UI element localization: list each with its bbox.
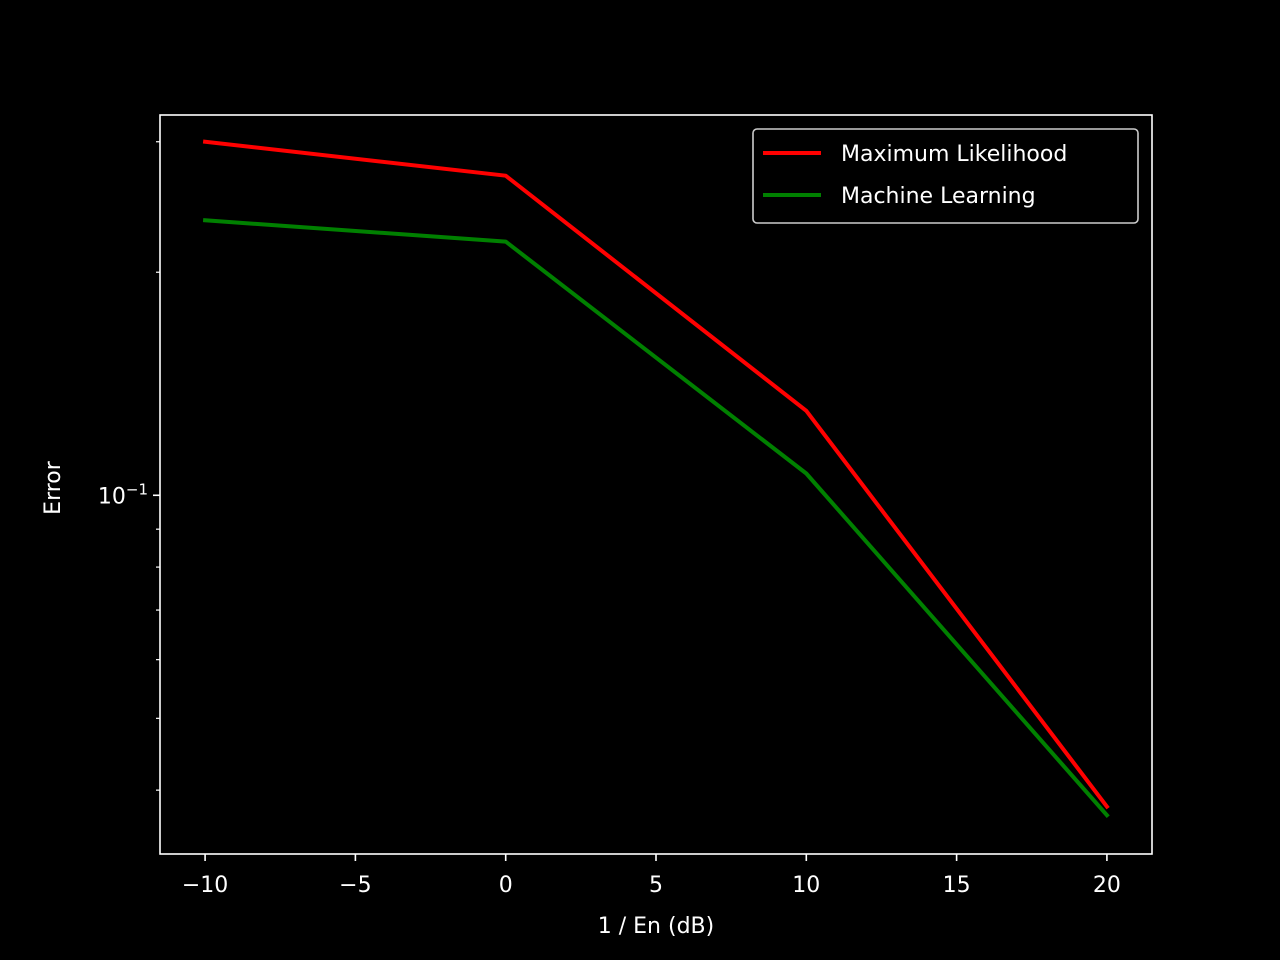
series-line-maximum-likelihood [202,139,1110,810]
y-tick-label-exponent: −1 [126,480,148,498]
series-line-machine-learning [202,218,1110,819]
x-tick-label: 5 [649,873,663,898]
x-tick-label: 0 [499,873,513,898]
y-axis-label: Error [41,460,66,515]
x-tick-label: −10 [182,873,228,898]
series-layer [202,139,1110,819]
y-tick-label: 10−1 [98,480,148,509]
x-tick-label: 20 [1093,873,1121,898]
x-tick-label: 10 [792,873,820,898]
legend-box [752,128,1139,224]
x-tick-label: −5 [339,873,371,898]
x-axis: −10 −5 0 5 10 15 20 [182,854,1121,898]
x-axis-label: 1 / En (dB) [598,914,714,939]
legend-entry-label: Machine Learning [841,184,1036,209]
legend-entry-label: Maximum Likelihood [841,142,1067,167]
y-axis: 10−1 [98,141,160,791]
y-tick-label-base: 10 [98,484,126,509]
legend: Maximum Likelihood Machine Learning [752,128,1139,224]
x-tick-label: 15 [943,873,971,898]
